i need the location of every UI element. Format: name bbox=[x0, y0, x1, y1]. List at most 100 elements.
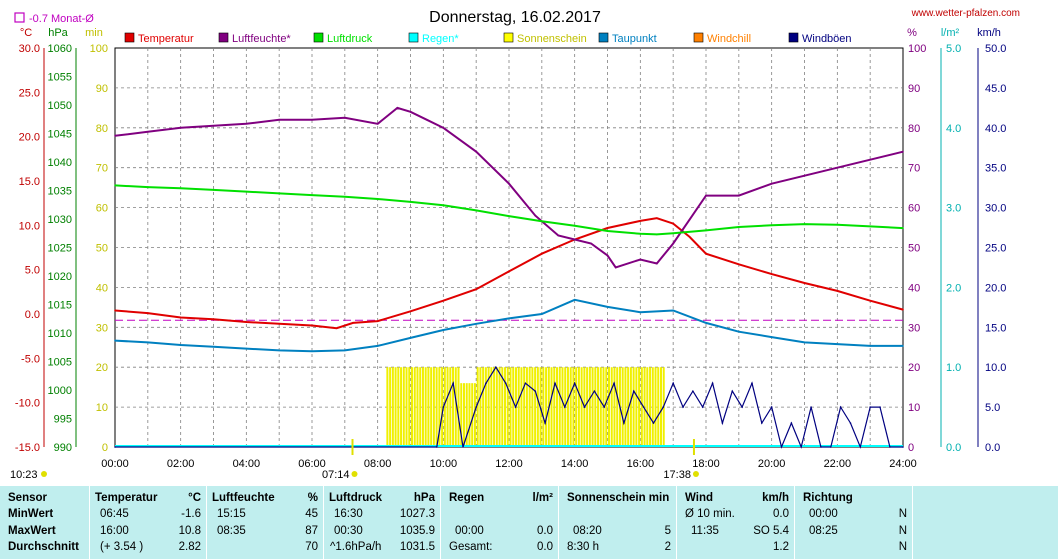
data-point bbox=[721, 422, 724, 424]
data-point bbox=[623, 422, 625, 424]
data-point bbox=[829, 446, 832, 448]
y-tick-label-minutes: 60 bbox=[96, 203, 108, 215]
y-tick-label-wind: 10.0 bbox=[985, 362, 1006, 374]
sun-max-value: 5 bbox=[664, 525, 671, 537]
y-tick-label-humidity: 100 bbox=[908, 43, 926, 55]
data-point bbox=[573, 225, 576, 227]
data-point bbox=[869, 158, 871, 161]
data-point bbox=[344, 117, 346, 119]
y-tick-label-minutes: 90 bbox=[96, 83, 108, 95]
y-tick-label-minutes: 100 bbox=[90, 43, 108, 55]
legend-label: Taupunkt bbox=[612, 33, 657, 45]
sun-icon bbox=[41, 471, 47, 477]
y-tick-label-pressure: 1040 bbox=[48, 157, 72, 169]
data-point bbox=[245, 347, 248, 350]
data-point bbox=[147, 130, 149, 133]
data-point bbox=[770, 406, 773, 408]
y-tick-label-wind: 5.0 bbox=[985, 402, 1000, 414]
sunshine-bar bbox=[419, 367, 422, 447]
sunshine-bar bbox=[580, 367, 583, 447]
rain-unit: l/m² bbox=[532, 492, 553, 504]
sunshine-bar bbox=[427, 367, 430, 447]
sunshine-bar bbox=[605, 367, 608, 447]
data-point bbox=[554, 382, 556, 384]
data-point bbox=[573, 299, 576, 301]
sun-max-time: 08:20 bbox=[573, 525, 602, 537]
data-point bbox=[114, 309, 116, 312]
data-point bbox=[212, 125, 215, 127]
sunshine-bar bbox=[512, 367, 515, 447]
temp-avg-value: 2.82 bbox=[178, 541, 201, 553]
x-tick-label: 18:00 bbox=[692, 458, 720, 470]
data-point bbox=[770, 273, 773, 275]
sunshine-bar bbox=[394, 367, 397, 447]
data-point bbox=[442, 127, 445, 129]
data-point bbox=[508, 270, 510, 273]
x-tick-label: 02:00 bbox=[167, 458, 195, 470]
y-tick-label-humidity: 0 bbox=[908, 442, 914, 454]
y-tick-label-wind: 35.0 bbox=[985, 163, 1006, 175]
y-tick-label-temp: 0.0 bbox=[25, 309, 40, 321]
sunshine-bar bbox=[575, 367, 578, 447]
sunshine-bar bbox=[424, 367, 427, 447]
data-point bbox=[475, 209, 477, 212]
pressure-unit: hPa bbox=[413, 492, 435, 504]
sunshine-bar bbox=[534, 367, 537, 447]
data-point bbox=[534, 390, 537, 392]
data-point bbox=[836, 290, 839, 292]
y-tick-label-pressure: 995 bbox=[54, 414, 72, 426]
rain-total-value: 0.0 bbox=[537, 541, 553, 553]
sunshine-bar bbox=[643, 367, 646, 447]
legend-swatch bbox=[124, 32, 135, 43]
y-tick-label-temp: 30.0 bbox=[19, 43, 40, 55]
data-point bbox=[705, 252, 707, 255]
temperature-header: Temperatur bbox=[95, 492, 158, 504]
x-tick-label: 06:00 bbox=[298, 458, 326, 470]
pressure-column: Luftdruck hPa 16:30 1027.3 00:30 1035.9 … bbox=[323, 486, 441, 559]
website-link: www.wetter-pfalzen.com bbox=[911, 8, 1020, 19]
y-tick-label-temp: 10.0 bbox=[19, 220, 40, 232]
sunshine-bar bbox=[517, 367, 520, 447]
sunshine-bar bbox=[462, 383, 465, 447]
y-tick-label-wind: 45.0 bbox=[985, 83, 1006, 95]
sunrise-time: 07:14 bbox=[322, 469, 350, 481]
data-point bbox=[672, 232, 674, 235]
y-tick-label-temp: -5.0 bbox=[21, 353, 40, 365]
x-tick-label: 14:00 bbox=[561, 458, 589, 470]
data-point bbox=[557, 234, 560, 237]
y-tick-label-rain: 4.0 bbox=[946, 123, 961, 135]
data-point bbox=[705, 194, 707, 197]
data-point bbox=[147, 341, 149, 344]
data-point bbox=[869, 299, 871, 302]
sunshine-bar bbox=[438, 367, 441, 447]
data-point bbox=[475, 322, 477, 325]
data-point bbox=[705, 322, 707, 324]
sun-total-hours: 8:30 h bbox=[567, 541, 599, 553]
x-tick-label: 16:00 bbox=[627, 458, 655, 470]
dir-value-3: N bbox=[898, 541, 907, 553]
sunshine-bar bbox=[457, 367, 460, 447]
sunshine-bar bbox=[471, 383, 474, 447]
data-point bbox=[344, 349, 346, 352]
y-tick-label-minutes: 30 bbox=[96, 322, 108, 334]
sunshine-bar bbox=[452, 367, 455, 447]
data-point bbox=[475, 150, 477, 153]
sunshine-bar bbox=[473, 383, 476, 447]
axis-unit-temp: °C bbox=[20, 27, 32, 39]
data-point bbox=[376, 198, 379, 200]
data-point bbox=[701, 406, 704, 408]
x-tick-label: 24:00 bbox=[889, 458, 917, 470]
y-tick-label-rain: 0.0 bbox=[946, 442, 961, 454]
y-tick-label-pressure: 1005 bbox=[48, 357, 72, 369]
data-point bbox=[573, 382, 576, 384]
data-point bbox=[606, 306, 609, 308]
data-point bbox=[245, 321, 248, 323]
sunshine-column: Sonnenschein min 08:20 5 8:30 h 2 bbox=[558, 486, 677, 559]
data-point bbox=[278, 119, 280, 121]
y-tick-label-wind: 20.0 bbox=[985, 282, 1006, 294]
data-point bbox=[396, 107, 399, 109]
data-point bbox=[452, 382, 454, 384]
row-label-min: MinWert bbox=[8, 508, 54, 520]
y-tick-label-humidity: 70 bbox=[908, 163, 920, 175]
data-point bbox=[800, 446, 803, 448]
